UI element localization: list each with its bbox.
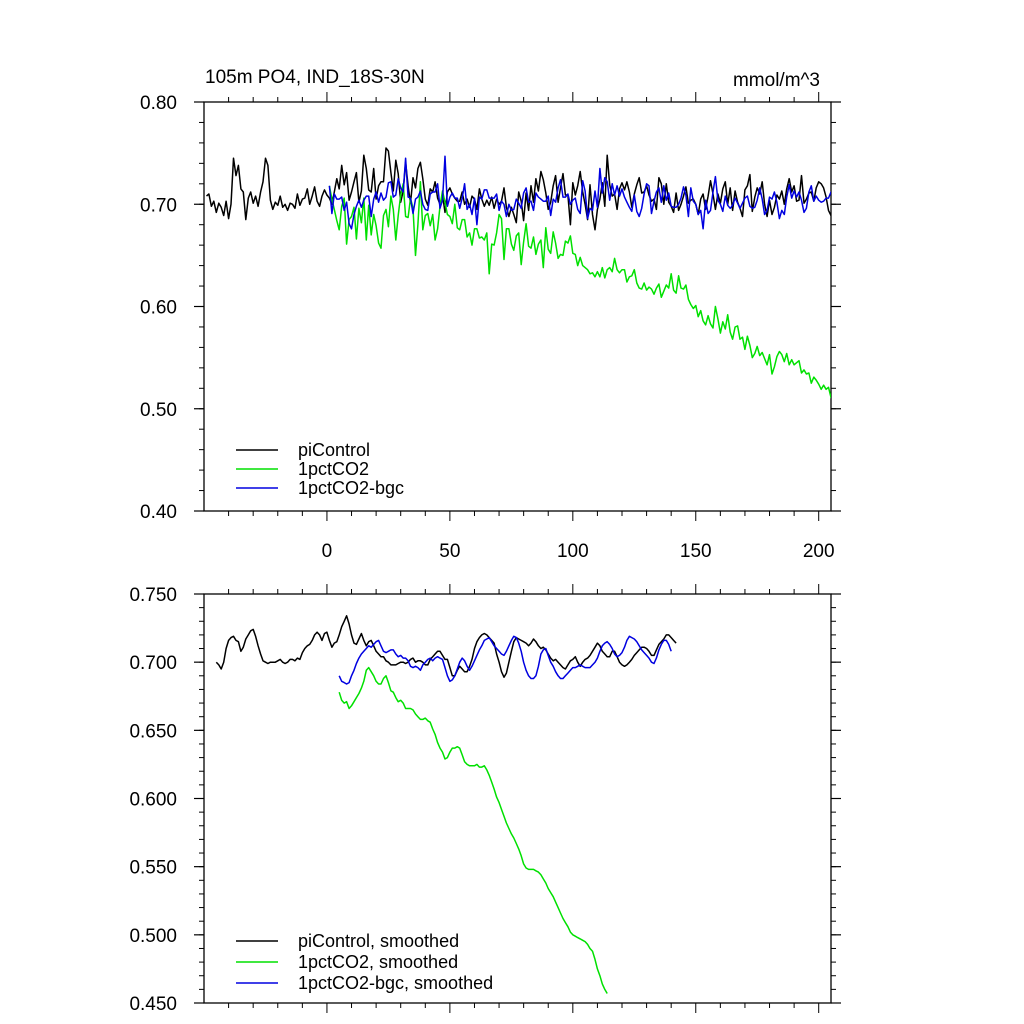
legend-label: 1pctCO2, smoothed [298,952,458,972]
legend-label: piControl, smoothed [298,931,459,951]
y-tick-label: 0.700 [129,653,177,674]
x-tick-label: 50 [439,541,460,562]
legend-label: 1pctCO2-bgc, smoothed [298,973,493,993]
series-line-1pctco2 [328,181,831,399]
series-line-picontrol [206,147,831,231]
top-plot-area: 0 50 100 150 200 0.40 0.50 0.60 0.70 0.80 piContro… [140,92,841,562]
top-panel-units: mmol/m^3 [733,70,820,91]
series-line-picontrol-smoothed [215,615,677,678]
y-tick-label: 0.600 [129,790,177,811]
bottom-panel: 0.450 0.500 0.550 0.600 0.650 0.700 0.750 piCon… [129,584,841,1015]
legend-label: 1pctCO2 [298,459,369,479]
y-tick-label: 0.50 [140,400,177,421]
top-panel: 105m PO4, IND_18S-30N mmol/m^3 0 50 100 150… [140,67,841,562]
y-tick-label: 0.750 [129,585,177,606]
x-tick-label: 200 [803,541,835,562]
series-line-1pctco2-bgc-smoothed [338,635,672,685]
x-tick-label: 100 [557,541,589,562]
y-tick-label: 0.60 [140,298,177,319]
y-tick-label: 0.550 [129,858,177,879]
y-tick-label: 0.500 [129,926,177,947]
y-tick-label: 0.70 [140,195,177,216]
y-tick-label: 0.80 [140,93,177,114]
legend-label: 1pctCO2-bgc [298,478,404,498]
y-tick-label: 0.450 [129,994,177,1015]
series-line-1pctco2-smoothed [338,666,608,994]
x-tick-label: 150 [680,541,712,562]
bottom-plot-area: 0.450 0.500 0.550 0.600 0.650 0.700 0.750 piCon… [129,584,841,1015]
y-tick-label: 0.650 [129,721,177,742]
legend-label: piControl [298,440,370,460]
y-tick-label: 0.40 [140,502,177,523]
bottom-series-group [215,615,677,994]
series-line-1pctco2-bgc [328,155,831,230]
top-series-group [206,147,831,399]
x-tick-label: 0 [322,541,333,562]
top-panel-title: 105m PO4, IND_18S-30N [205,67,425,88]
